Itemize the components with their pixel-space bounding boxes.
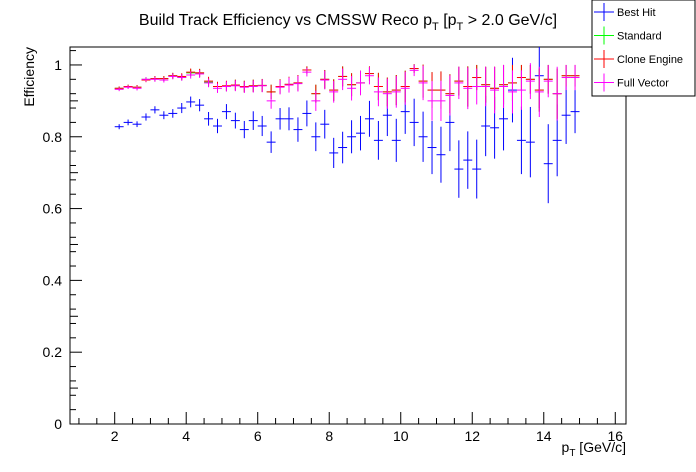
series-best-hit [114, 47, 580, 204]
x-tick-label: 4 [182, 428, 190, 444]
y-tick-label: 0.6 [43, 201, 63, 217]
x-tick-label: 16 [607, 428, 623, 444]
x-tick-label: 2 [111, 428, 119, 444]
legend-label: Standard [617, 31, 662, 43]
legend-label: Best Hit [617, 7, 656, 19]
x-tick-label: 6 [254, 428, 262, 444]
legend-entry: Clone Engine [594, 50, 683, 68]
legend-box [591, 0, 696, 97]
y-tick-label: 0 [54, 416, 62, 432]
y-tick-label: 0.8 [43, 129, 63, 145]
legend: Best Hit Standard Clone Engine Full Vector [591, 0, 696, 97]
x-tick-label: 14 [536, 428, 552, 444]
legend-label: Full Vector [617, 78, 669, 90]
x-axis-label: pT [GeV/c] [562, 439, 626, 459]
legend-label: Clone Engine [617, 54, 683, 66]
series-full-vector [114, 63, 580, 121]
legend-entry: Standard [594, 26, 662, 45]
x-axis: 2 4 6 8 10 12 14 16 [78, 412, 623, 444]
y-axis: 0 0.2 0.4 0.6 0.8 1 [43, 50, 82, 432]
series-layer [114, 47, 580, 204]
legend-entry: Full Vector [594, 73, 669, 92]
y-tick-label: 1 [54, 57, 62, 73]
legend-entry: Best Hit [594, 3, 656, 21]
y-tick-label: 0.4 [43, 272, 63, 288]
chart-title: Build Track Efficiency vs CMSSW Reco pT … [139, 12, 557, 33]
x-tick-label: 12 [464, 428, 480, 444]
plot-frame [69, 46, 627, 425]
x-tick-label: 8 [325, 428, 333, 444]
y-tick-label: 0.2 [43, 344, 63, 360]
y-axis-label: Efficiency [21, 47, 37, 107]
x-tick-label: 10 [393, 428, 409, 444]
